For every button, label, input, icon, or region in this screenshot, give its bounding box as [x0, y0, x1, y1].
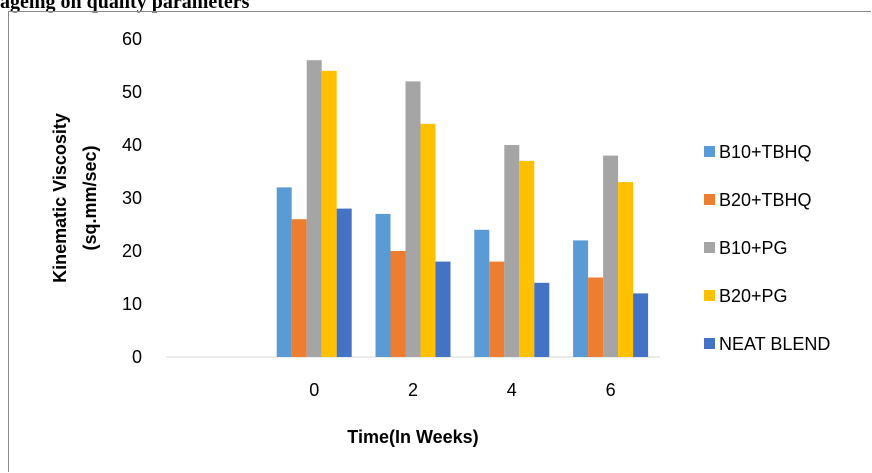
- legend-swatch: [704, 338, 715, 349]
- legend-swatch: [704, 146, 715, 157]
- y-tick-label: 10: [122, 294, 142, 314]
- y-axis-title: Kinematic Viscosity (sq.mm/sec): [50, 113, 100, 283]
- x-tick-label: 0: [309, 380, 319, 400]
- legend-swatch: [704, 290, 715, 301]
- legend-label: B10+TBHQ: [719, 142, 812, 162]
- bar-b20-pg-6: [618, 182, 634, 357]
- y-tick-label: 60: [122, 29, 142, 49]
- bar-b10-tbhq-4: [474, 229, 490, 357]
- legend-label: NEAT BLEND: [719, 334, 830, 354]
- bar-b20-tbhq-6: [588, 277, 604, 357]
- y-tick-label: 20: [122, 241, 142, 261]
- legend-swatch: [704, 194, 715, 205]
- y-axis-ticks: 0 10 20 30 40 50 60: [122, 29, 142, 367]
- bar-b20-tbhq-4: [489, 261, 505, 357]
- x-tick-label: 6: [606, 380, 616, 400]
- bar-b10-pg-0: [306, 60, 322, 357]
- y-tick-label: 0: [132, 347, 142, 367]
- bar-b10-pg-4: [504, 145, 520, 357]
- bar-b10-pg-2: [405, 81, 421, 358]
- y-tick-label: 30: [122, 188, 142, 208]
- bar-b20-pg-4: [519, 160, 535, 357]
- bar-neat-blend-0: [336, 208, 352, 357]
- bar-b20-tbhq-0: [291, 219, 307, 357]
- y-tick-label: 50: [122, 82, 142, 102]
- bar-b20-pg-0: [321, 70, 337, 358]
- bar-neat-blend-6: [633, 293, 649, 357]
- legend: B10+TBHQ B20+TBHQ B10+PG B20+PG NEAT BLEND: [704, 142, 830, 354]
- x-axis-ticks: 0 2 4 6: [309, 380, 615, 400]
- legend-label: B10+PG: [719, 238, 788, 258]
- bar-b10-pg-6: [603, 155, 619, 357]
- y-axis-title-line: (sq.mm/sec): [80, 145, 100, 250]
- bar-b10-tbhq-6: [573, 240, 589, 357]
- page-heading: ageing on quality parameters: [0, 0, 250, 13]
- x-axis-title: Time(In Weeks): [347, 427, 478, 447]
- chart-frame: [8, 11, 871, 472]
- legend-label: B20+PG: [719, 286, 788, 306]
- bar-b10-tbhq-0: [276, 187, 292, 357]
- x-tick-label: 4: [507, 380, 517, 400]
- bar-neat-blend-2: [435, 261, 451, 357]
- bars: [276, 60, 649, 358]
- bar-b10-tbhq-2: [375, 213, 391, 357]
- bar-b20-pg-2: [420, 123, 436, 357]
- bar-b20-tbhq-2: [390, 251, 406, 357]
- y-axis-title-line: Kinematic Viscosity: [50, 113, 70, 283]
- bar-neat-blend-4: [534, 282, 550, 357]
- y-tick-label: 40: [122, 135, 142, 155]
- x-tick-label: 2: [408, 380, 418, 400]
- legend-swatch: [704, 242, 715, 253]
- legend-label: B20+TBHQ: [719, 190, 812, 210]
